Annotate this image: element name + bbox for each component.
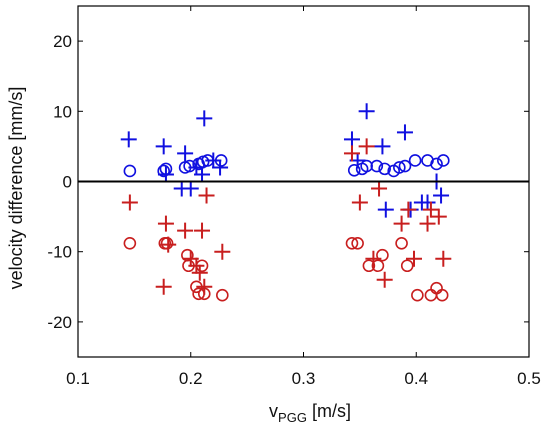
plus-point: [396, 124, 413, 141]
circle-point: [411, 288, 424, 302]
circle-point: [351, 236, 364, 250]
x-tick-label: 0.4: [404, 369, 428, 388]
plot-frame: [77, 5, 530, 358]
circle-point: [430, 157, 443, 171]
circle-point: [201, 154, 214, 167]
y-tick-label: 10: [53, 102, 72, 121]
plus-point: [121, 194, 138, 211]
x-tick-label: 0.1: [66, 369, 90, 388]
plus-point: [120, 131, 137, 148]
circle-point: [371, 259, 385, 273]
plus-point: [419, 194, 436, 211]
y-axis-label: velocity difference [mm/s]: [6, 87, 26, 290]
circle-point: [195, 259, 209, 273]
circle-point: [370, 159, 384, 173]
x-axis-label-subscript: PGG: [278, 410, 307, 425]
circle-point: [435, 288, 449, 302]
circle-point: [123, 164, 137, 178]
plus-point: [430, 208, 447, 225]
circle-point: [437, 154, 450, 167]
circle-point: [157, 164, 170, 178]
plus-point: [405, 250, 422, 267]
plus-point: [177, 145, 194, 162]
circle-point: [376, 248, 389, 262]
circle-point: [408, 154, 422, 167]
plus-point: [374, 138, 391, 155]
plus-point: [433, 187, 450, 204]
x-tick-label: 0.5: [517, 369, 541, 388]
circle-point: [192, 287, 205, 301]
y-tick-label: -20: [47, 313, 72, 332]
circle-point: [395, 236, 408, 250]
y-tick-label: 0: [63, 173, 72, 192]
circle-point: [197, 287, 211, 301]
plus-point: [419, 215, 436, 232]
circle-point: [398, 159, 412, 173]
y-tick-label: -10: [47, 243, 72, 262]
x-axis-label: vPGG [m/s]: [269, 401, 351, 425]
circle-point: [159, 162, 173, 176]
circle-point: [182, 259, 195, 273]
plus-point: [157, 215, 174, 232]
plus-point: [400, 201, 417, 218]
x-tick-label: 0.3: [292, 369, 316, 388]
plus-point: [196, 110, 213, 127]
plus-point: [351, 194, 368, 211]
x-axis-label-unit: [m/s]: [307, 401, 351, 421]
circle-point: [214, 154, 228, 167]
plus-point: [393, 215, 410, 232]
axis-ticks: [77, 6, 530, 357]
x-tick-label: 0.2: [179, 369, 203, 388]
plus-point: [155, 138, 172, 155]
plus-point: [358, 103, 375, 120]
plus-point: [343, 131, 360, 148]
y-tick-label: 20: [53, 32, 72, 51]
plus-point: [377, 201, 394, 218]
plus-point: [198, 187, 215, 204]
plus-point: [422, 201, 439, 218]
circle-point: [123, 236, 137, 250]
circle-point: [216, 288, 229, 302]
circle-point: [360, 159, 373, 173]
circle-point: [160, 236, 174, 250]
circle-point: [345, 236, 359, 250]
plus-point: [358, 138, 375, 155]
plus-point: [214, 243, 231, 260]
plus-point: [191, 264, 208, 281]
plus-point: [177, 222, 194, 239]
circle-point: [393, 161, 406, 174]
tick-labels: 0.1 0.2 0.3 0.4 0.5 -20 -10 0 10 20: [47, 32, 540, 388]
circle-point: [183, 159, 196, 173]
circle-point: [190, 280, 203, 294]
plus-point: [371, 180, 388, 197]
circle-point: [430, 281, 443, 295]
plot-frame-layer: [77, 5, 530, 358]
circle-point: [378, 162, 391, 176]
plus-point: [194, 222, 211, 239]
circle-point: [424, 288, 438, 302]
plus-point: [343, 145, 360, 162]
plus-point: [182, 180, 199, 197]
x-axis-label-main: v: [269, 401, 278, 421]
plus-point: [435, 250, 452, 267]
plus-point: [155, 278, 172, 295]
data-points: [120, 103, 452, 302]
circle-point: [400, 259, 414, 273]
circle-point: [362, 259, 376, 273]
plus-point: [212, 159, 229, 176]
circle-point: [347, 163, 361, 177]
plus-point: [376, 271, 393, 288]
